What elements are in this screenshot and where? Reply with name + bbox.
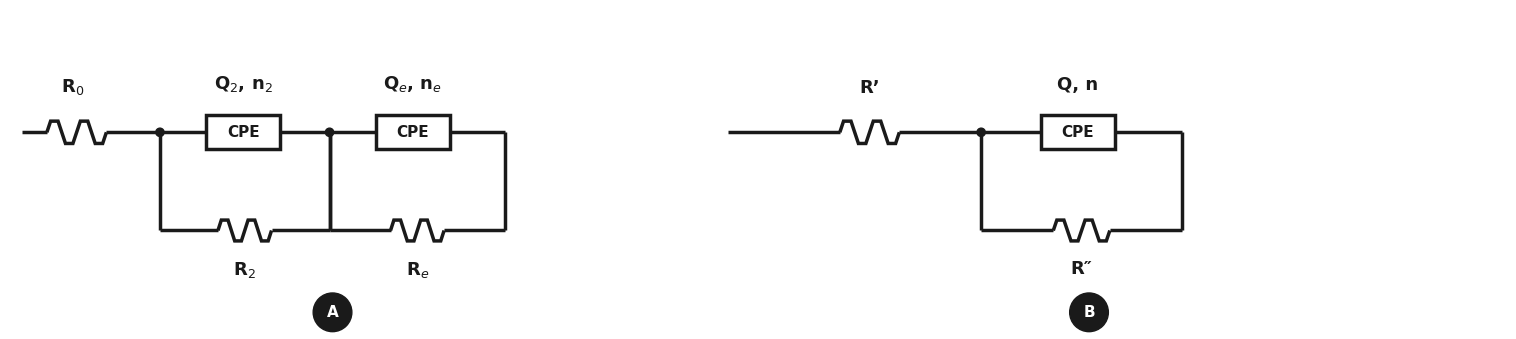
Text: Q$_e$, n$_e$: Q$_e$, n$_e$ [384,74,443,94]
Text: CPE: CPE [1061,125,1095,140]
Text: B: B [1084,305,1095,320]
Circle shape [326,128,334,137]
FancyBboxPatch shape [376,115,450,149]
Text: R″: R″ [1070,260,1093,278]
Text: R$_0$: R$_0$ [61,77,83,97]
Circle shape [1070,293,1108,332]
Circle shape [976,128,985,137]
FancyBboxPatch shape [206,115,280,149]
Text: CPE: CPE [397,125,429,140]
Text: CPE: CPE [227,125,259,140]
Text: Q$_2$, n$_2$: Q$_2$, n$_2$ [214,74,273,94]
Text: A: A [326,305,338,320]
Text: Q, n: Q, n [1057,76,1099,94]
FancyBboxPatch shape [1040,115,1116,149]
Text: R’: R’ [860,79,879,97]
Text: R$_e$: R$_e$ [406,260,429,280]
Circle shape [314,293,352,332]
Circle shape [156,128,164,137]
Text: R$_2$: R$_2$ [233,260,256,280]
